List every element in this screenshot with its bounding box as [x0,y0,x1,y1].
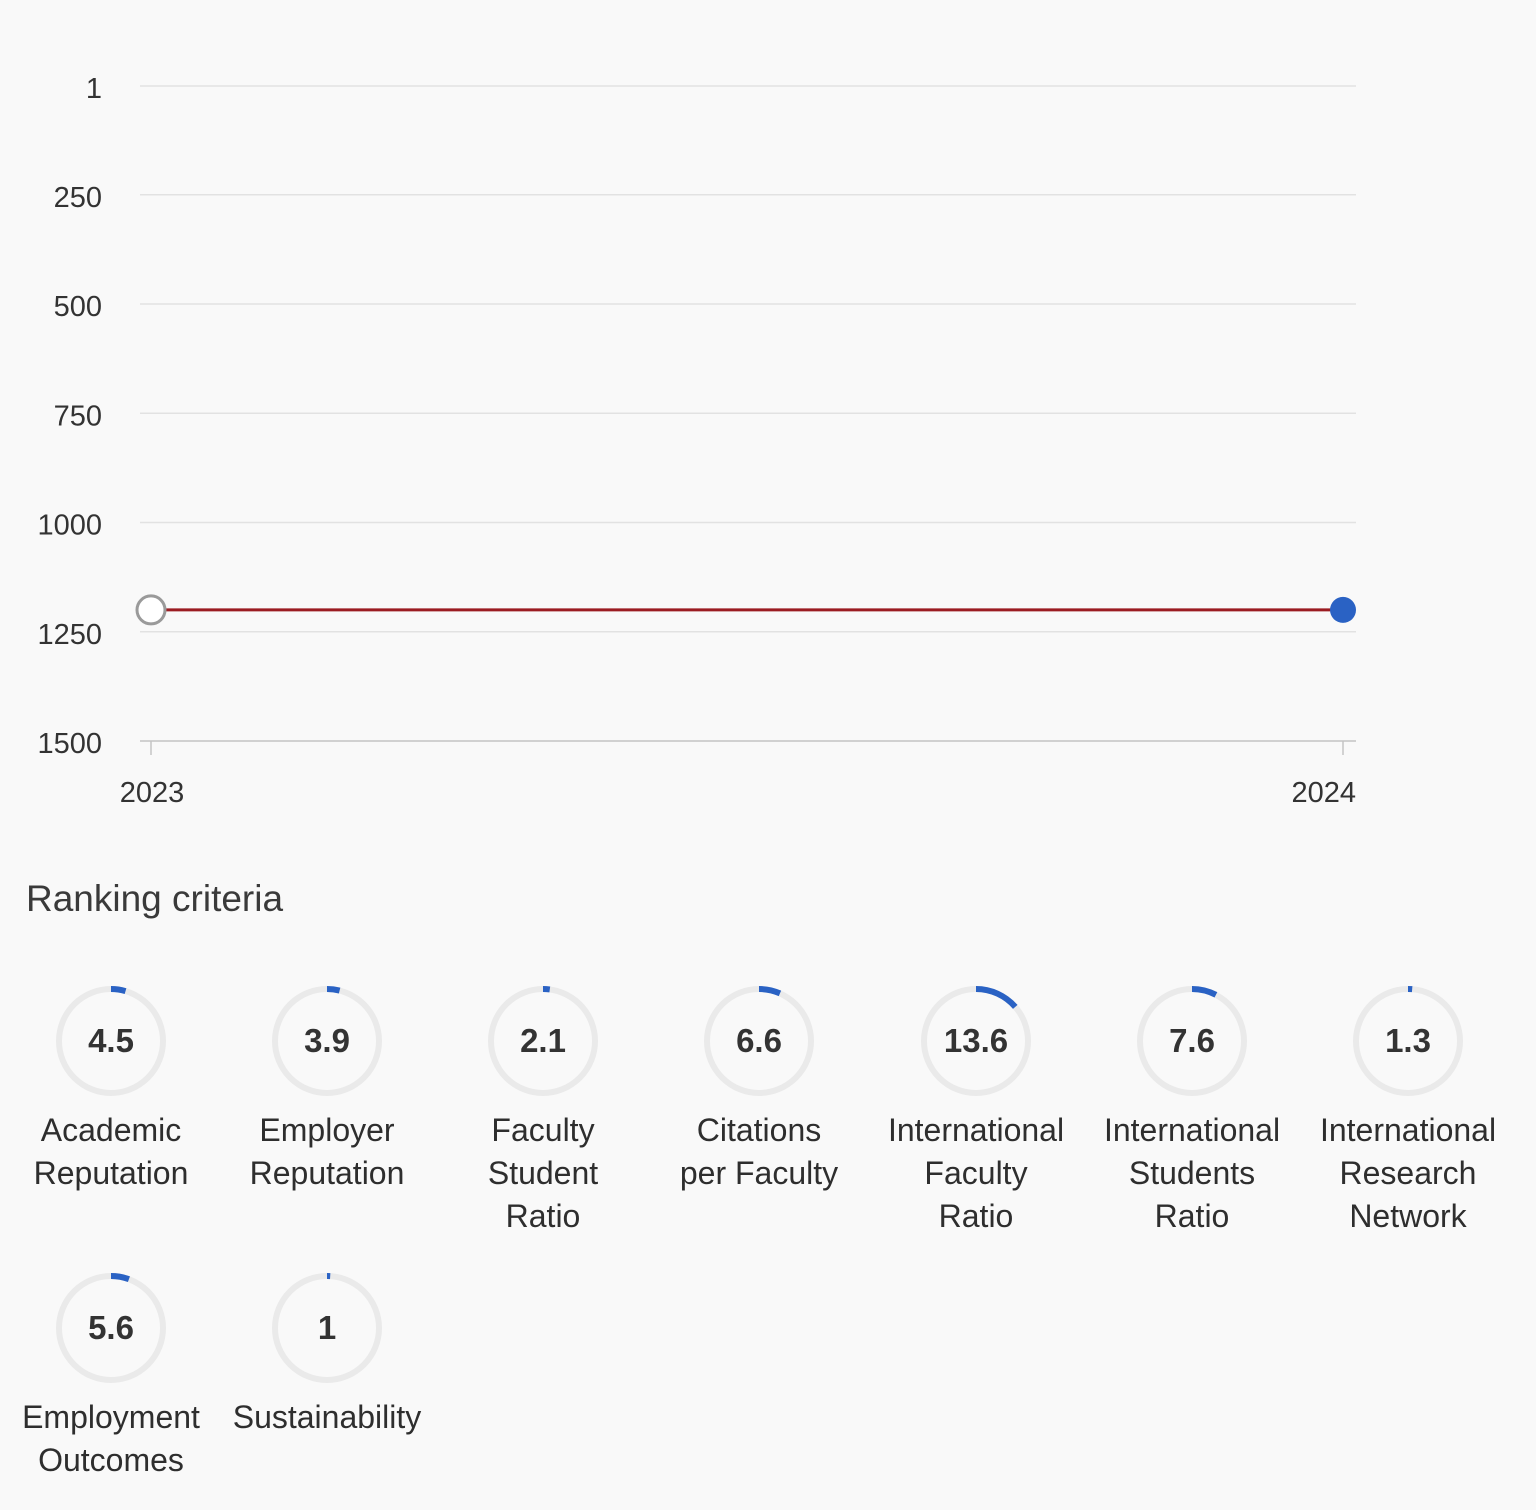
criterion-score: 1.3 [1385,1022,1431,1059]
criterion-label: Sustainability [232,1399,422,1435]
score-ring-fill [56,986,166,1096]
criterion-item: 2.1 Faculty Student Ratio [435,983,651,1238]
criterion-score: 13.6 [943,1022,1009,1059]
score-ring: 4.5 [53,983,169,1099]
criterion-score: 4.5 [88,1022,134,1059]
score-ring-fill [56,1273,166,1383]
criterion-label: Citations per Faculty [679,1112,839,1191]
y-tick-label: 1250 [37,619,102,651]
score-ring: 7.6 [1134,983,1250,1099]
criterion-score: 6.6 [736,1022,782,1059]
score-ring: 1 [269,1270,385,1386]
criterion-score: 5.6 [88,1309,134,1346]
score-ring-fill [488,986,598,1096]
score-ring-fill [272,986,382,1096]
score-ring: 6.6 [701,983,817,1099]
y-tick-label: 750 [54,400,102,432]
ranking-criteria-title: Ranking criteria [26,878,284,919]
criterion-item: 5.6 Employment Outcomes [3,1270,219,1482]
x-tick-label: 2023 [120,777,185,809]
score-ring-fill [921,986,1031,1096]
criterion-item: 3.9 Employer Reputation [219,983,435,1195]
data-point-current [1330,596,1356,623]
criterion-item: 7.6 International Students Ratio [1084,983,1300,1238]
criterion-label: Employment Outcomes [22,1399,200,1478]
score-ring-graphic [488,986,598,1096]
score-ring-fill [704,986,814,1096]
score-ring-graphic [272,986,382,1096]
y-tick-label: 500 [54,291,102,323]
criterion-item: 1.3 International Research Network [1300,983,1516,1238]
score-ring: 13.6 [918,983,1034,1099]
score-ring-fill [1137,986,1247,1096]
y-tick-label: 1 [86,73,102,105]
score-ring-graphic [1353,986,1463,1096]
criterion-item: 13.6 International Faculty Ratio [868,983,1084,1238]
criterion-item: 4.5 Academic Reputation [3,983,219,1195]
score-ring-graphic [272,1273,382,1383]
criterion-score: 7.6 [1169,1022,1215,1059]
criterion-label: International Faculty Ratio [887,1112,1065,1234]
score-ring-graphic [56,986,166,1096]
score-ring-graphic [1137,986,1247,1096]
score-ring-fill [1353,986,1463,1096]
score-ring-graphic [56,1273,166,1383]
criterion-item: 1 Sustainability [219,1270,435,1439]
x-tick-label: 2024 [1291,777,1356,809]
y-tick-label: 1000 [37,510,102,542]
y-tick-label: 250 [54,182,102,214]
y-tick-label: 1500 [37,728,102,760]
score-ring: 1.3 [1350,983,1466,1099]
criterion-label: International Research Network [1319,1112,1497,1234]
score-ring-fill [272,1273,382,1383]
score-ring: 5.6 [53,1270,169,1386]
score-ring: 3.9 [269,983,385,1099]
criterion-label: Academic Reputation [33,1112,189,1191]
criterion-label: Faculty Student Ratio [487,1112,599,1234]
score-ring: 2.1 [485,983,601,1099]
criterion-item: 6.6 Citations per Faculty [651,983,867,1195]
score-ring-graphic [704,986,814,1096]
score-ring-graphic [921,986,1031,1096]
criterion-score: 2.1 [520,1022,566,1059]
criterion-label: Employer Reputation [249,1112,405,1191]
criterion-score: 1 [317,1309,337,1346]
criterion-label: International Students Ratio [1103,1112,1281,1234]
criterion-score: 3.9 [304,1022,350,1059]
data-point [135,594,167,626]
